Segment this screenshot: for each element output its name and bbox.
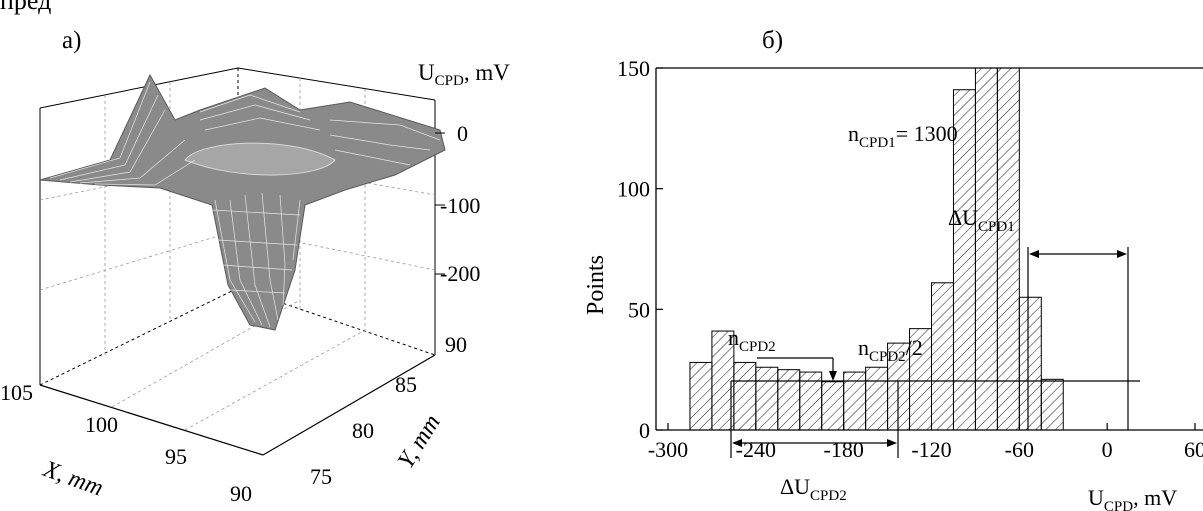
- panel-a-label: а): [62, 27, 81, 54]
- x-tick-label: -120: [911, 437, 951, 462]
- histogram-bar: [996, 67, 1020, 431]
- du1-arrowhead-right: [1117, 250, 1127, 258]
- y-tick-label: 75: [310, 464, 332, 489]
- histogram-bars: [689, 67, 1064, 431]
- x-axis-label: UCPD, mV: [1088, 485, 1177, 511]
- histogram-bar: [821, 381, 845, 431]
- annotation-du-cpd2: ΔUCPD2: [780, 474, 847, 504]
- histogram-bar: [689, 361, 713, 431]
- surface-mesh: [39, 73, 446, 331]
- n-cpd2-arrowhead: [829, 371, 837, 381]
- y-axis-label: Points: [583, 255, 609, 315]
- histogram-axes: 0 50 100 150 -300 -240 -180 -120 -60 0 60: [617, 56, 1203, 462]
- y-tick-label: 85: [395, 372, 417, 397]
- x-tick-label: -240: [736, 437, 776, 462]
- x-tick-label: 90: [230, 481, 252, 506]
- annotation-n-cpd1: nCPD1= 1300: [848, 121, 958, 151]
- x-axis-label: X, mm: [39, 456, 106, 502]
- y-tick-label: 80: [352, 418, 374, 443]
- histogram-bar: [931, 282, 954, 431]
- histogram-bar: [865, 366, 889, 431]
- histogram-bar: [733, 361, 757, 431]
- du2-arrowhead-left: [732, 439, 742, 447]
- y-tick-label: 90: [445, 332, 467, 357]
- x-tick-label: 60: [1184, 437, 1203, 462]
- z-axis-label: UCPD, mV: [418, 60, 510, 89]
- histogram-bar: [1040, 378, 1064, 431]
- x-tick-label: -180: [824, 437, 864, 462]
- panel-b-label: б): [762, 27, 783, 54]
- histogram-bar: [1018, 296, 1042, 431]
- header-text: пред: [0, 0, 51, 15]
- x-tick-label: 95: [165, 444, 187, 469]
- y-tick-label: 50: [628, 297, 650, 322]
- y-tick-label: 100: [617, 177, 650, 202]
- du1-arrowhead-left: [1029, 250, 1039, 258]
- histogram-bar: [974, 67, 998, 431]
- z-tick-label: -100: [440, 193, 480, 218]
- x-tick-label: -300: [648, 437, 688, 462]
- annotation-n-cpd2: nCPD2: [728, 325, 776, 355]
- annotation-n-cpd2-half: nCPD2/2: [858, 335, 923, 365]
- histogram-bar: [777, 369, 801, 431]
- x-tick-label: -60: [1005, 437, 1034, 462]
- x-tick-label: 0: [1102, 437, 1113, 462]
- du2-arrowhead-right: [887, 439, 897, 447]
- y-tick-label: 150: [617, 56, 650, 81]
- y-axis-label: Y, mm: [393, 410, 446, 473]
- panel-a: а): [0, 27, 510, 506]
- y-tick-label: 0: [639, 418, 650, 443]
- x-tick-label: 105: [0, 380, 33, 405]
- z-tick-label: 0: [457, 121, 468, 146]
- z-tick-label: -200: [440, 261, 480, 286]
- panel-b: б) Points 0 50 100 150 -300 -240 -180 -120 -60 0 6…: [583, 27, 1203, 511]
- annotations: [730, 247, 1140, 458]
- histogram-bar: [755, 366, 779, 431]
- annotation-du-cpd1: ΔUCPD1: [948, 205, 1015, 235]
- x-tick-label: 100: [85, 412, 118, 437]
